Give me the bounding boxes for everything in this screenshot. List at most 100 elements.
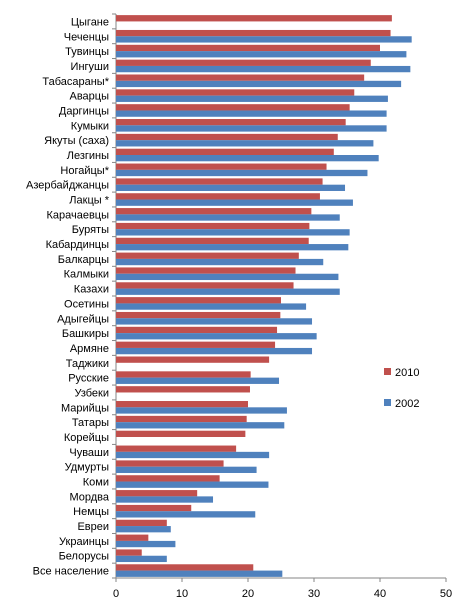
- x-tick-label: 20: [242, 588, 254, 600]
- category-label: Чеченцы: [64, 31, 109, 43]
- bar-2010-1: [116, 29, 391, 37]
- bar-2002-22: [116, 347, 313, 355]
- bar-2010-28: [116, 430, 246, 437]
- bar-2002-11: [116, 184, 346, 191]
- category-label: Карачаевцы: [46, 209, 109, 221]
- bar-2010-30: [116, 460, 224, 467]
- bar-2002-30: [116, 466, 257, 473]
- category-label: Армяне: [70, 343, 109, 355]
- category-label: Адыгейцы: [57, 313, 109, 325]
- bar-2010-17: [116, 267, 296, 274]
- bar-2002-17: [116, 273, 339, 281]
- bar-2002-34: [116, 526, 171, 533]
- bar-2010-14: [116, 222, 310, 230]
- category-label: Русские: [68, 373, 109, 385]
- bar-2010-34: [116, 519, 167, 527]
- bar-2010-23: [116, 356, 270, 363]
- bar-2002-9: [116, 155, 379, 162]
- bar-2002-15: [116, 244, 349, 251]
- y-tick-labels: Цыгане Чеченцы Тувинцы Ингуши Табасараны* Ава…: [26, 16, 110, 577]
- bar-2002-27: [116, 422, 285, 429]
- x-tick-label: 50: [440, 588, 452, 600]
- bar-2002-13: [116, 214, 340, 221]
- category-label: Лакцы *: [69, 195, 109, 207]
- bar-2010-22: [116, 341, 276, 348]
- x-tick-label: 10: [176, 588, 188, 600]
- category-label: Ингуши: [71, 61, 109, 73]
- category-label: Чуваши: [69, 447, 109, 459]
- category-label: Азербайджанцы: [26, 180, 109, 192]
- category-label: Калмыки: [64, 269, 109, 281]
- category-label: Немцы: [73, 506, 109, 518]
- bar-2002-18: [116, 288, 340, 295]
- bar-2002-1: [116, 36, 412, 43]
- bar-2010-13: [116, 208, 312, 215]
- bar-2002-14: [116, 229, 350, 236]
- bar-2002-33: [116, 511, 256, 518]
- bar-2010-12: [116, 193, 320, 200]
- legend-label-2010: 2010: [395, 367, 419, 379]
- bar-2010-24: [116, 371, 251, 378]
- x-tick-label: 0: [113, 588, 119, 600]
- bar-2010-15: [116, 237, 309, 245]
- category-label: Мордва: [69, 491, 109, 503]
- legend-swatch-2010: [384, 368, 391, 375]
- x-tick-label: 30: [308, 588, 320, 600]
- category-label: Табасараны*: [42, 76, 109, 88]
- bar-2010-5: [116, 89, 355, 96]
- category-label: Аварцы: [70, 91, 110, 103]
- bar-2010-0: [116, 15, 392, 22]
- bar-2010-36: [116, 549, 142, 556]
- bar-2010-7: [116, 119, 346, 126]
- bar-2002-5: [116, 95, 388, 102]
- category-label: Коми: [83, 477, 109, 489]
- category-label: Ногайцы*: [60, 165, 109, 177]
- bar-2010-11: [116, 178, 323, 185]
- bar-2002-35: [116, 540, 176, 548]
- bar-2010-29: [116, 445, 237, 452]
- bar-2010-3: [116, 59, 371, 66]
- bar-2010-32: [116, 490, 198, 497]
- category-label: Евреи: [77, 521, 109, 533]
- bar-2002-8: [116, 140, 374, 147]
- bar-2002-21: [116, 333, 317, 340]
- bar-2002-29: [116, 451, 270, 459]
- category-label: Белорусы: [59, 551, 110, 563]
- x-tick-labels: 0 10 20 30 40 50: [113, 588, 452, 600]
- bar-2010-10: [116, 163, 327, 170]
- bar-2002-6: [116, 110, 387, 117]
- bar-2010-2: [116, 44, 380, 52]
- category-label: Таджики: [66, 358, 109, 370]
- bar-2010-35: [116, 534, 149, 541]
- bar-2002-31: [116, 481, 269, 488]
- bar-2010-26: [116, 401, 248, 408]
- bar-2010-6: [116, 104, 350, 111]
- category-label: Украинцы: [59, 536, 109, 548]
- category-label: Тувинцы: [65, 46, 109, 58]
- bar-2002-20: [116, 318, 313, 325]
- bar-2002-2: [116, 51, 407, 58]
- category-label: Все население: [33, 566, 109, 578]
- bar-2002-10: [116, 169, 368, 177]
- category-label: Буряты: [72, 224, 109, 236]
- bar-2010-33: [116, 504, 192, 512]
- bar-2010-27: [116, 415, 247, 423]
- category-label: Якуты (саха): [44, 135, 109, 147]
- category-label: Удмурты: [65, 462, 110, 474]
- bar-2002-3: [116, 65, 411, 73]
- bar-2002-37: [116, 570, 283, 577]
- bar-2002-4: [116, 80, 402, 88]
- bar-2002-26: [116, 407, 287, 414]
- bar-2002-32: [116, 496, 214, 503]
- category-label: Лезгины: [67, 150, 109, 162]
- bar-2010-18: [116, 282, 294, 289]
- bar-2010-25: [116, 386, 250, 393]
- category-label: Балкарцы: [58, 254, 109, 266]
- bar-2002-36: [116, 555, 167, 563]
- category-label: Кумыки: [71, 120, 109, 132]
- category-label: Осетины: [64, 298, 109, 310]
- legend-label-2002: 2002: [395, 398, 419, 410]
- bar-2010-19: [116, 297, 281, 304]
